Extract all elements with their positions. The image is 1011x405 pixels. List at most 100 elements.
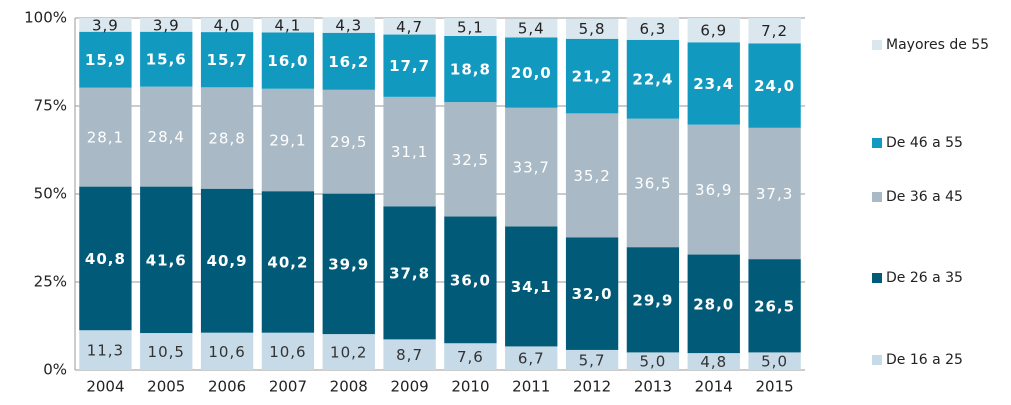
data-label: 4,3: [335, 17, 362, 35]
data-label: 21,2: [572, 68, 613, 86]
data-label: 10,6: [208, 343, 245, 361]
x-tick-label: 2014: [695, 378, 733, 396]
data-label: 32,5: [452, 151, 489, 169]
data-label: 23,4: [693, 75, 734, 93]
bar-segment: [565, 38, 619, 114]
data-label: 20,0: [511, 64, 552, 82]
data-label: 28,0: [693, 295, 734, 313]
data-label: 5,0: [761, 353, 788, 371]
data-label: 10,2: [330, 344, 367, 362]
y-tick-label: 100%: [24, 9, 67, 27]
bar-segment: [565, 18, 619, 39]
data-label: 31,1: [391, 143, 428, 161]
bar-segment: [505, 226, 558, 347]
data-label: 40,9: [207, 252, 248, 270]
bar-segment: [261, 332, 315, 370]
x-tick-label: 2012: [573, 378, 611, 396]
bar-segment: [383, 34, 436, 97]
legend-label: De 16 a 25: [886, 352, 963, 368]
data-label: 7,6: [457, 348, 484, 366]
data-label: 29,1: [269, 131, 306, 149]
data-label: 15,7: [207, 51, 248, 69]
x-tick-label: 2010: [451, 378, 489, 396]
bar-segment: [626, 39, 680, 119]
data-label: 5,8: [579, 20, 606, 38]
data-label: 28,1: [87, 129, 124, 147]
bar-segment: [383, 96, 436, 207]
x-tick-label: 2008: [330, 378, 368, 396]
data-label: 5,7: [579, 351, 606, 369]
data-label: 39,9: [328, 255, 369, 273]
bar-segment: [748, 18, 801, 44]
bar-segment: [261, 191, 315, 333]
bar-segment: [140, 333, 193, 370]
y-tick-label: 50%: [34, 185, 67, 203]
bar-segment: [79, 18, 132, 32]
data-label: 5,0: [639, 353, 666, 371]
bar-segment: [444, 18, 497, 36]
bar-segment: [261, 32, 315, 89]
legend-swatch: [872, 40, 882, 50]
data-label: 26,5: [754, 297, 795, 315]
bar-segment: [140, 186, 193, 334]
legend-label: De 26 a 35: [886, 270, 963, 286]
data-label: 15,6: [146, 51, 187, 69]
data-label: 35,2: [573, 167, 610, 185]
data-label: 16,2: [328, 53, 369, 71]
bar-segment: [748, 259, 801, 353]
data-label: 10,6: [269, 343, 306, 361]
data-label: 28,4: [148, 128, 185, 146]
bar-segment: [200, 32, 254, 88]
bar-segment: [626, 17, 680, 40]
bar-segment: [79, 31, 132, 88]
data-label: 33,7: [513, 159, 550, 177]
data-label: 6,9: [700, 22, 727, 40]
bar-segment: [687, 124, 740, 255]
data-label: 41,6: [146, 251, 187, 269]
bar-segment: [200, 18, 254, 33]
bar-segment: [322, 193, 375, 335]
bar-segment: [444, 35, 497, 103]
data-label: 4,8: [700, 353, 727, 371]
bar-segment: [687, 42, 740, 125]
bar-segment: [748, 352, 801, 370]
data-label: 7,2: [761, 22, 788, 40]
data-label: 18,8: [450, 61, 491, 79]
data-label: 10,5: [148, 343, 185, 361]
bar-segment: [140, 18, 193, 32]
x-tick-label: 2011: [512, 378, 550, 396]
bar-segment: [565, 237, 619, 350]
x-tick-label: 2009: [390, 378, 428, 396]
legend-label: De 46 a 55: [886, 135, 963, 151]
legend-swatch: [872, 138, 882, 148]
data-label: 6,7: [518, 350, 545, 368]
bar-segment: [565, 113, 619, 238]
bar-segment: [748, 127, 801, 260]
bar-segment: [383, 339, 436, 370]
legend-swatch: [872, 273, 882, 283]
bar-segment: [444, 216, 497, 344]
bar-segment: [322, 334, 375, 370]
bar-segment: [79, 186, 132, 331]
bar-segment: [200, 188, 254, 333]
x-tick-label: 2007: [269, 378, 307, 396]
bar-segment: [322, 89, 375, 194]
data-label: 40,2: [267, 253, 308, 271]
data-label: 28,8: [208, 130, 245, 148]
x-tick-label: 2004: [86, 378, 124, 396]
data-label: 17,7: [389, 57, 430, 75]
data-label: 3,9: [92, 16, 119, 34]
bar-segment: [79, 330, 132, 370]
data-label: 22,4: [632, 71, 673, 89]
bar-segment: [626, 118, 680, 248]
bar-segment: [444, 102, 497, 217]
data-label: 40,8: [85, 250, 126, 268]
bar-segment: [322, 32, 375, 90]
bar-segment: [687, 353, 740, 370]
bar-segment: [322, 17, 375, 33]
data-label: 36,5: [634, 174, 671, 192]
data-label: 36,9: [695, 181, 732, 199]
legend-label: Mayores de 55: [886, 37, 989, 53]
data-label: 4,7: [396, 18, 423, 36]
